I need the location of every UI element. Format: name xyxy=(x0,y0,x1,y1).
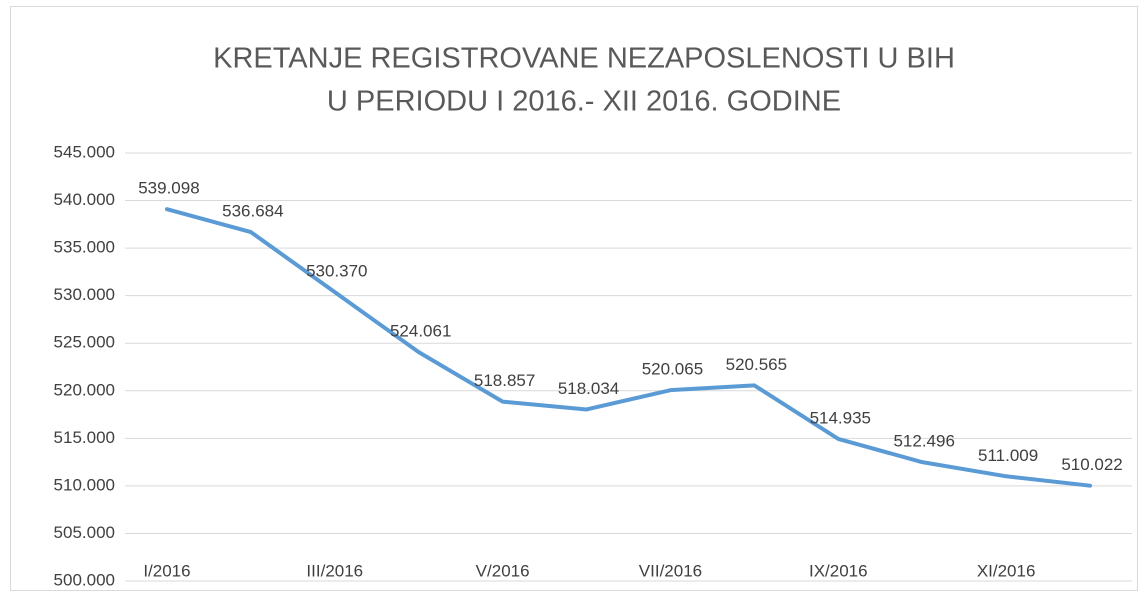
data-label: 514.935 xyxy=(810,408,871,427)
y-tick-label: 530.000 xyxy=(54,285,115,304)
y-tick-label: 535.000 xyxy=(54,238,115,257)
data-label: 520.065 xyxy=(642,360,703,379)
data-label: 510.022 xyxy=(1061,455,1122,474)
data-label: 520.565 xyxy=(726,355,787,374)
y-tick-label: 540.000 xyxy=(54,190,115,209)
y-tick-label: 510.000 xyxy=(54,475,115,494)
y-tick-label: 515.000 xyxy=(54,428,115,447)
series-line xyxy=(164,207,1093,488)
data-label: 512.496 xyxy=(893,432,954,451)
x-tick-label: III/2016 xyxy=(306,561,363,580)
x-tick-label: VII/2016 xyxy=(639,561,702,580)
x-tick-label: V/2016 xyxy=(476,561,530,580)
y-tick-label: 545.000 xyxy=(54,142,115,161)
data-label: 518.034 xyxy=(558,379,619,398)
x-tick-label: I/2016 xyxy=(143,561,190,580)
data-label: 539.098 xyxy=(138,179,199,198)
data-label: 536.684 xyxy=(222,202,283,221)
y-tick-label: 505.000 xyxy=(54,523,115,542)
data-label: 511.009 xyxy=(978,446,1038,465)
data-label: 524.061 xyxy=(390,322,451,341)
y-tick-label: 525.000 xyxy=(54,333,115,352)
chart-title: U PERIODU I 2016.- XII 2016. GODINE xyxy=(327,86,841,118)
x-tick-label: XI/2016 xyxy=(977,561,1036,580)
y-tick-label: 520.000 xyxy=(54,380,115,399)
chart-title: KRETANJE REGISTROVANE NEZAPOSLENOSTI U B… xyxy=(213,43,955,75)
chart-border xyxy=(10,6,1138,591)
x-tick-label: IX/2016 xyxy=(809,561,868,580)
data-label: 518.857 xyxy=(474,371,535,390)
data-label: 530.370 xyxy=(306,262,367,281)
y-tick-label: 500.000 xyxy=(54,570,115,589)
